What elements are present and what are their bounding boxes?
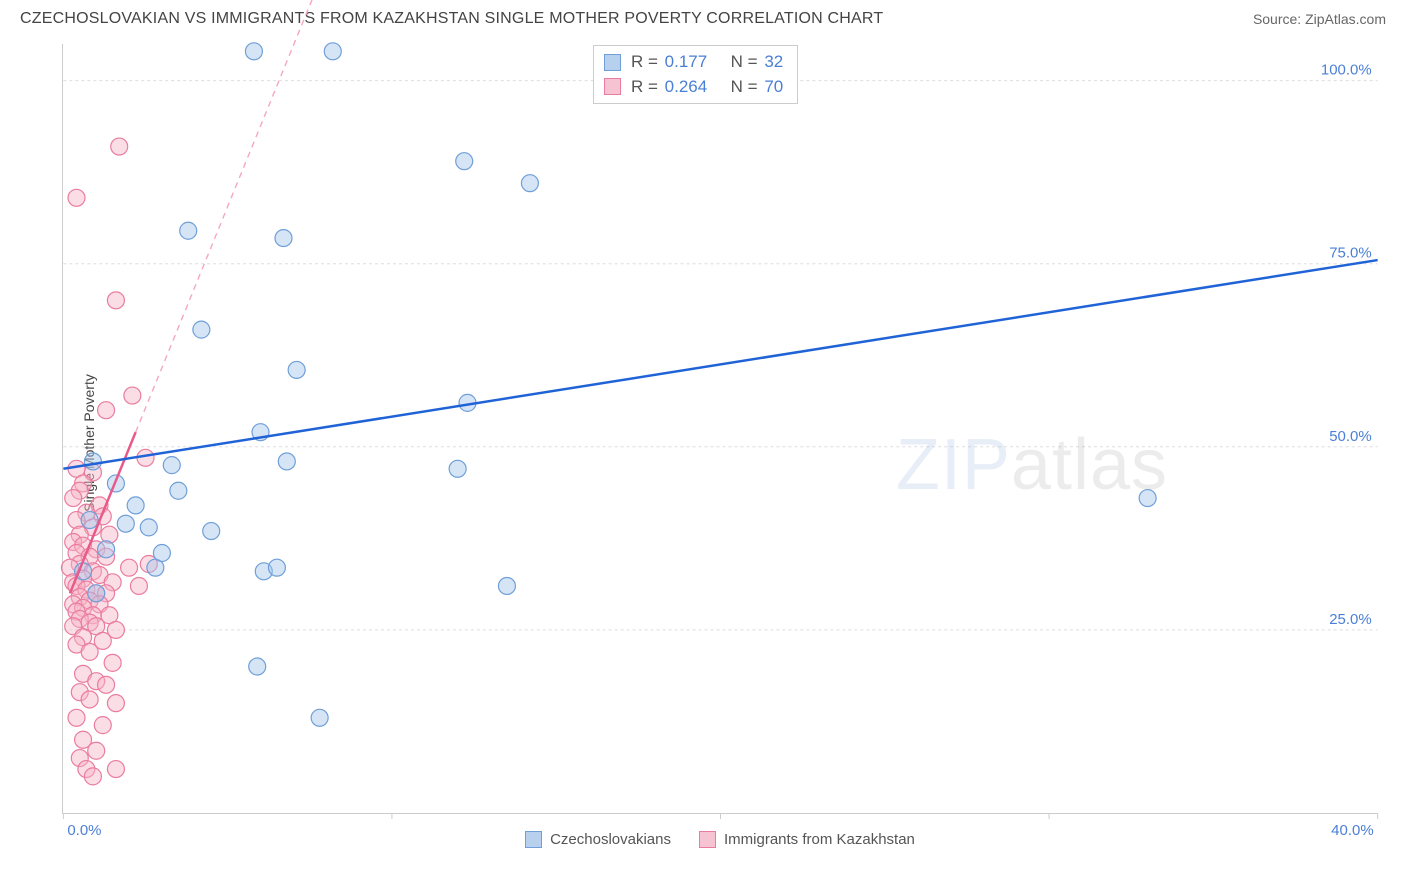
legend-swatch-pink [604, 78, 621, 95]
svg-text:25.0%: 25.0% [1329, 611, 1371, 628]
r-value-pink: 0.264 [665, 75, 721, 100]
chart-title: CZECHOSLOVAKIAN VS IMMIGRANTS FROM KAZAK… [20, 10, 883, 28]
series-legend-blue: Czechoslovakians [525, 831, 671, 848]
n-label: N = [731, 77, 763, 96]
correlation-legend: R = 0.177 N = 32 R = 0.264 N = 70 [593, 45, 798, 104]
source-name: ZipAtlas.com [1305, 11, 1386, 27]
r-label: R = [631, 52, 663, 71]
n-value-pink: 70 [764, 77, 783, 96]
source-prefix: Source: [1253, 11, 1305, 27]
legend-swatch-pink-icon [699, 831, 716, 848]
chart-container: Single Mother Poverty 25.0%50.0%75.0%100… [20, 38, 1386, 848]
x-axis-series-legend: Czechoslovakians Immigrants from Kazakhs… [62, 831, 1378, 848]
series-label-blue: Czechoslovakians [550, 831, 671, 848]
n-label: N = [731, 52, 763, 71]
svg-text:75.0%: 75.0% [1329, 245, 1371, 262]
svg-text:100.0%: 100.0% [1321, 62, 1372, 79]
source-attribution: Source: ZipAtlas.com [1253, 11, 1386, 27]
r-value-blue: 0.177 [665, 50, 721, 75]
legend-swatch-blue-icon [525, 831, 542, 848]
series-label-pink: Immigrants from Kazakhstan [724, 831, 915, 848]
scatter-plot-svg: 25.0%50.0%75.0%100.0%0.0%40.0% [63, 44, 1378, 813]
r-label: R = [631, 77, 663, 96]
legend-swatch-blue [604, 54, 621, 71]
legend-row-blue: R = 0.177 N = 32 [604, 50, 783, 75]
legend-row-pink: R = 0.264 N = 70 [604, 75, 783, 100]
svg-text:50.0%: 50.0% [1329, 428, 1371, 445]
plot-area: 25.0%50.0%75.0%100.0%0.0%40.0% ZIPatlas … [62, 44, 1378, 814]
series-legend-pink: Immigrants from Kazakhstan [699, 831, 915, 848]
n-value-blue: 32 [764, 52, 783, 71]
